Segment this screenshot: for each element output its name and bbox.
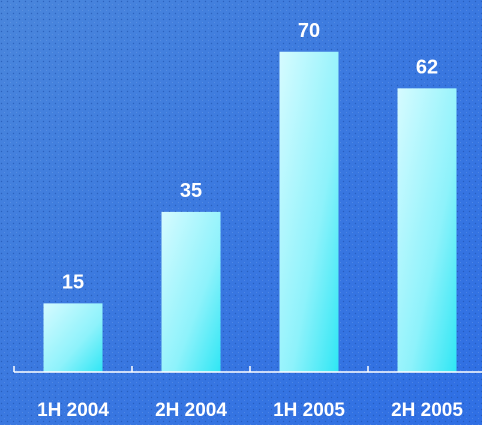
x-tick-label: 1H 2005 [273, 400, 345, 421]
value-label: 62 [416, 57, 438, 79]
bar [43, 303, 103, 372]
plot-area: 15 1H 2004 35 2H 2004 70 1H 2005 62 2H 2005 [13, 20, 482, 421]
value-label: 35 [180, 180, 202, 202]
x-tick-label: 1H 2004 [37, 400, 109, 421]
x-tick-label: 2H 2005 [391, 400, 463, 421]
x-tick-label: 2H 2004 [155, 400, 227, 421]
bar [161, 211, 221, 372]
value-label: 15 [62, 272, 84, 294]
value-label: 70 [298, 20, 320, 42]
bar [397, 88, 457, 372]
bar [279, 51, 339, 372]
